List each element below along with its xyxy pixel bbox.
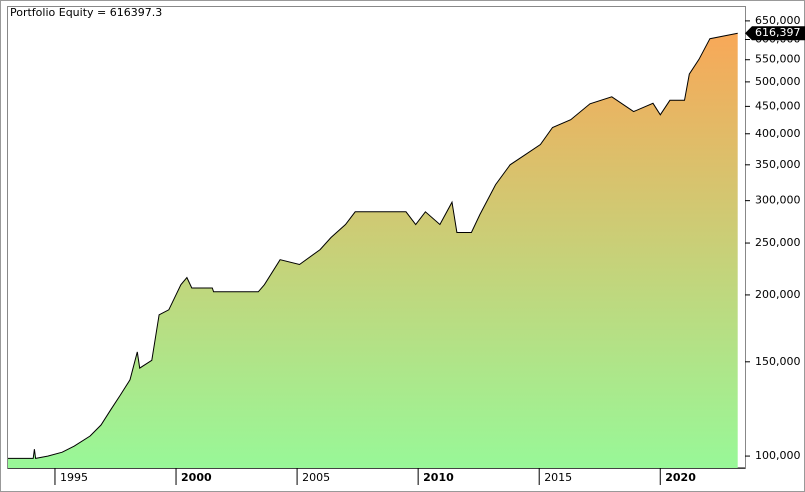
y-tick-label: 250,000: [755, 236, 801, 249]
y-tick-label: 100,000: [755, 449, 801, 462]
x-tick-label: 2015: [544, 471, 572, 484]
x-tick-label: 2005: [302, 471, 330, 484]
y-tick-label: 500,000: [755, 75, 801, 88]
y-tick-label: 650,000: [755, 14, 801, 27]
equity-line: [8, 32, 738, 459]
y-tick-label: 200,000: [755, 288, 801, 301]
y-tick-label: 150,000: [755, 355, 801, 368]
y-tick-label: 550,000: [755, 53, 801, 66]
chart-title: Portfolio Equity = 616397.3: [10, 6, 162, 19]
equity-area: [8, 33, 738, 468]
x-tick-label: 1995: [60, 471, 88, 484]
y-tick-label: 400,000: [755, 127, 801, 140]
x-tick-label: 2010: [423, 471, 454, 484]
y-tick-label: 350,000: [755, 158, 801, 171]
value-tag: [745, 26, 805, 41]
x-tick-label: 2000: [181, 471, 212, 484]
y-tick-label: 300,000: [755, 194, 801, 207]
value-tag-label: 616,397: [755, 26, 801, 39]
x-tick-label: 2020: [665, 471, 696, 484]
y-tick-label: 450,000: [755, 99, 801, 112]
